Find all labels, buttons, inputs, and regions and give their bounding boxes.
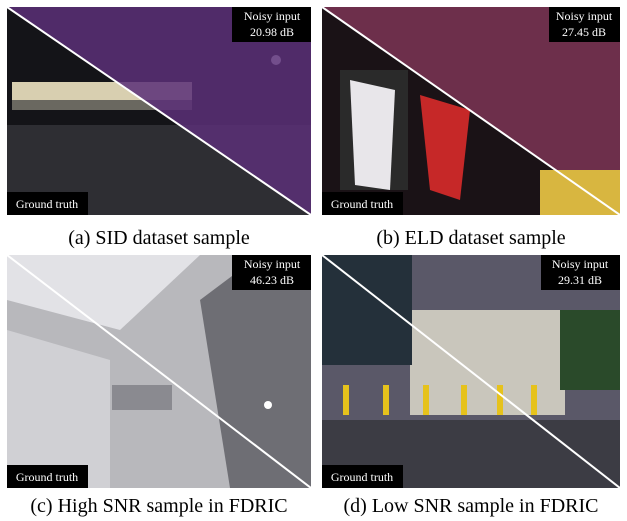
psnr: 29.31 dB [558, 273, 602, 287]
noisy-label: Noisy input [552, 257, 609, 271]
noisy-label: Noisy input [556, 9, 613, 23]
caption: (d) Low SNR sample in FDRIC [344, 495, 599, 517]
figure: Noisy input 20.98 dB Ground truth Noisy … [0, 0, 627, 521]
noisy-label: Noisy input [244, 257, 301, 271]
caption: (c) High SNR sample in FDRIC [30, 495, 287, 517]
gt-label: Ground truth [331, 197, 393, 211]
gt-label: Ground truth [16, 197, 78, 211]
psnr: 27.45 dB [562, 25, 606, 39]
gt-label: Ground truth [16, 470, 78, 484]
noisy-label: Noisy input [244, 9, 301, 23]
caption: (a) SID dataset sample [68, 227, 250, 249]
psnr: 46.23 dB [250, 273, 294, 287]
psnr: 20.98 dB [250, 25, 294, 39]
caption: (b) ELD dataset sample [376, 227, 565, 249]
gt-label: Ground truth [331, 470, 393, 484]
